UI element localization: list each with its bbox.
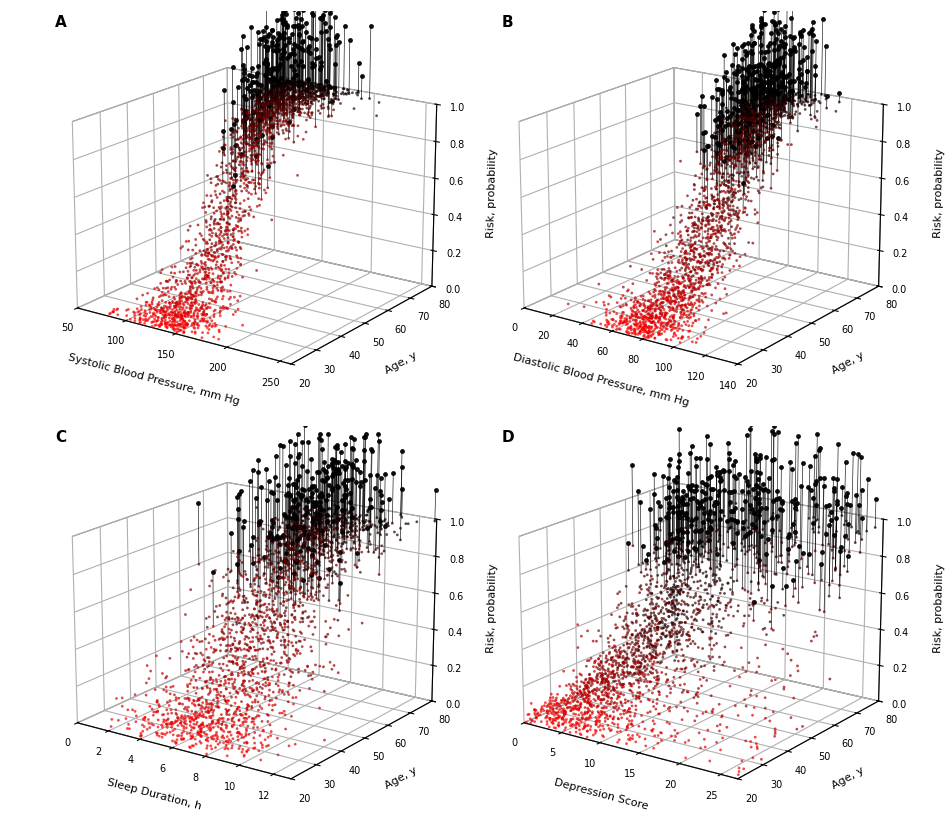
Y-axis label: Age, y: Age, y [830, 765, 866, 791]
Y-axis label: Age, y: Age, y [384, 765, 419, 791]
Text: B: B [502, 15, 514, 30]
Y-axis label: Age, y: Age, y [830, 350, 866, 376]
Text: C: C [55, 430, 66, 445]
Text: D: D [502, 430, 515, 445]
X-axis label: Diastolic Blood Pressure, mm Hg: Diastolic Blood Pressure, mm Hg [512, 352, 690, 407]
X-axis label: Systolic Blood Pressure, mm Hg: Systolic Blood Pressure, mm Hg [67, 353, 240, 407]
Text: A: A [55, 15, 66, 30]
X-axis label: Depression Score: Depression Score [553, 778, 649, 812]
Y-axis label: Age, y: Age, y [384, 350, 419, 376]
X-axis label: Sleep Duration, h: Sleep Duration, h [105, 778, 202, 812]
